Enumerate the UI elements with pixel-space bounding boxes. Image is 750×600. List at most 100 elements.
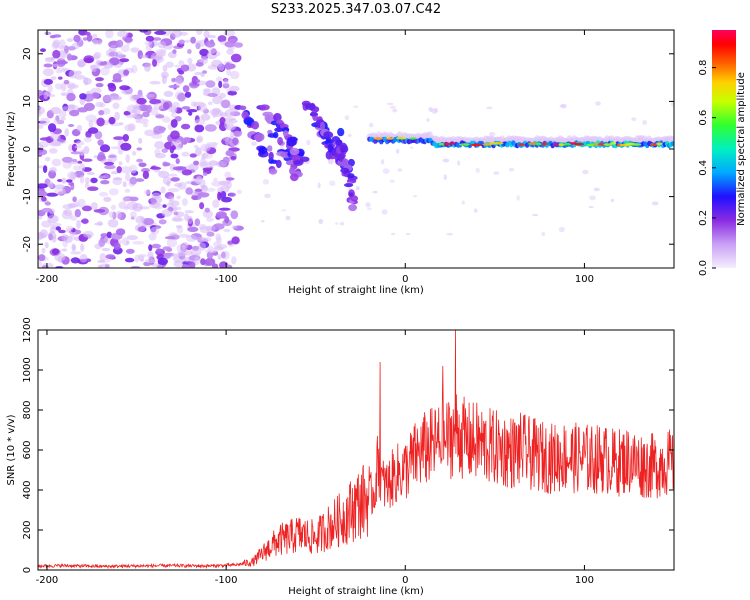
- noise-blob: [61, 177, 67, 184]
- noise-blob: [191, 194, 199, 201]
- noise-blob: [41, 220, 52, 228]
- noise-blob: [188, 111, 193, 116]
- noise-blob: [231, 236, 240, 245]
- noise-blob: [83, 146, 90, 155]
- noise-blob: [56, 60, 68, 65]
- band-peak-blob: [610, 142, 617, 145]
- x-tick-label: 100: [575, 274, 594, 285]
- noise-blob: [182, 85, 190, 93]
- noise-blob: [87, 186, 99, 191]
- noise-blob: [113, 136, 125, 141]
- noise-blob: [44, 57, 55, 63]
- noise-blob: [168, 199, 174, 205]
- noise-blob: [589, 195, 596, 201]
- noise-blob: [200, 143, 211, 152]
- noise-blob: [104, 164, 116, 170]
- noise-blob: [117, 30, 129, 38]
- band-peak-blob: [482, 143, 493, 146]
- noise-blob: [139, 30, 149, 33]
- noise-blob: [61, 234, 69, 241]
- noise-blob: [212, 199, 220, 208]
- noise-blob: [55, 69, 63, 74]
- noise-blob: [132, 151, 137, 156]
- noise-blob: [207, 245, 214, 253]
- noise-blob: [117, 148, 124, 155]
- band-peak-blob: [563, 142, 572, 146]
- noise-blob: [234, 42, 243, 48]
- noise-blob: [199, 202, 205, 210]
- noise-blob: [97, 259, 106, 264]
- noise-blob: [144, 40, 153, 46]
- noise-blob: [44, 156, 51, 162]
- noise-blob: [71, 243, 76, 252]
- noise-blob: [149, 80, 161, 85]
- noise-blob: [213, 177, 218, 182]
- noise-blob: [39, 117, 50, 126]
- noise-blob: [198, 102, 207, 112]
- noise-blob: [70, 251, 82, 255]
- noise-blob: [95, 101, 104, 108]
- noise-blob: [486, 106, 493, 110]
- band-peak-blob: [494, 142, 504, 145]
- noise-blob: [95, 68, 101, 74]
- band-peak-blob: [459, 143, 470, 146]
- noise-blob: [185, 187, 193, 195]
- noise-blob: [116, 39, 124, 48]
- spectrogram-y-axis-label: Frequency (Hz): [6, 111, 17, 187]
- noise-blob: [582, 169, 589, 175]
- band-peak-blob: [558, 143, 565, 146]
- noise-blob: [168, 84, 180, 89]
- snr-y-axis-label: SNR (10 * v/v): [6, 414, 17, 485]
- noise-blob: [181, 123, 191, 130]
- noise-blob: [184, 210, 194, 214]
- noise-blob: [110, 146, 122, 150]
- noise-blob: [106, 231, 113, 239]
- noise-blob: [82, 37, 88, 41]
- noise-blob: [70, 257, 81, 264]
- noise-blob: [172, 49, 177, 54]
- noise-blob: [558, 226, 565, 233]
- noise-blob: [83, 136, 92, 143]
- noise-blob: [197, 242, 207, 251]
- noise-blob: [72, 196, 77, 203]
- noise-blob: [67, 104, 76, 110]
- noise-blob: [217, 35, 227, 43]
- noise-blob: [77, 160, 83, 164]
- noise-blob: [79, 253, 88, 263]
- band-peak-blob: [443, 142, 451, 146]
- noise-blob: [113, 177, 123, 181]
- noise-blob: [85, 114, 97, 122]
- colorbar-tick-label: 0.2: [698, 210, 709, 226]
- noise-blob: [80, 149, 85, 156]
- noise-blob: [120, 166, 132, 174]
- noise-blob: [194, 119, 206, 126]
- noise-blob: [187, 49, 192, 54]
- noise-blob: [215, 233, 222, 241]
- noise-blob: [90, 202, 98, 210]
- noise-blob: [154, 153, 166, 159]
- noise-blob: [102, 94, 114, 103]
- noise-blob: [97, 39, 103, 46]
- noise-blob: [158, 219, 167, 225]
- noise-blob: [176, 226, 184, 234]
- noise-blob: [211, 109, 217, 118]
- noise-blob: [208, 48, 217, 54]
- dispersive-arrival-blob: [258, 146, 268, 154]
- noise-blob: [108, 116, 116, 125]
- noise-blob: [224, 171, 232, 178]
- noise-blob: [380, 159, 385, 165]
- noise-blob: [81, 158, 93, 162]
- noise-blob: [73, 34, 81, 43]
- noise-blob: [157, 257, 168, 266]
- band-peak-blob: [396, 136, 407, 140]
- noise-blob: [163, 90, 174, 97]
- noise-blob: [189, 153, 197, 158]
- noise-blob: [187, 215, 193, 225]
- noise-blob: [105, 254, 116, 260]
- noise-blob: [51, 248, 60, 255]
- dispersive-arrival-blob: [350, 195, 358, 202]
- noise-blob: [145, 94, 155, 98]
- x-tick-label: -200: [36, 575, 59, 586]
- noise-blob: [84, 183, 90, 189]
- noise-blob: [62, 204, 74, 210]
